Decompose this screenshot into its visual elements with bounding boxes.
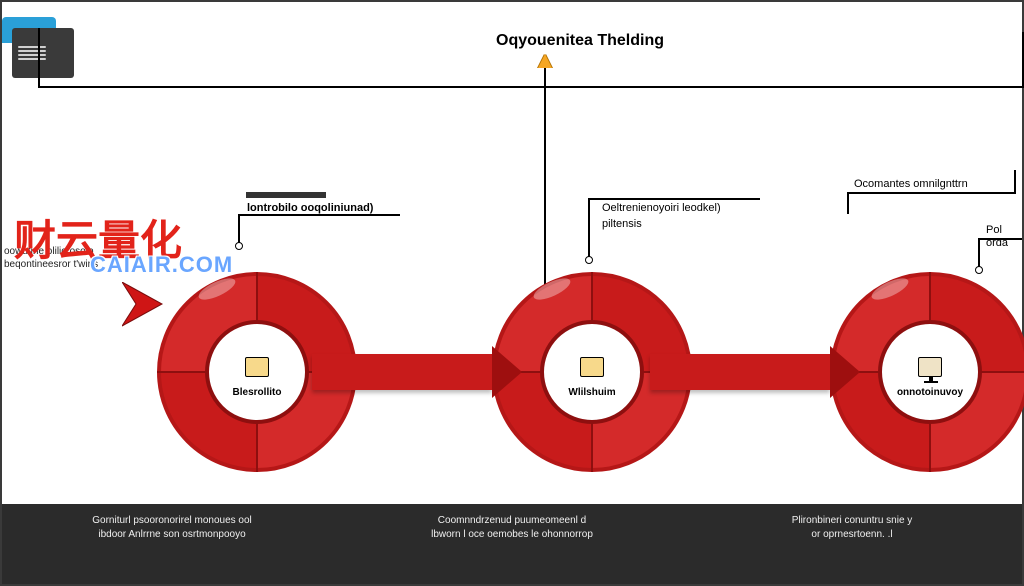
center-stem	[544, 68, 546, 290]
ring-1-icon	[245, 357, 269, 377]
ring-2-icon	[580, 357, 604, 377]
footer-col-2: Coomnndrzenud puumeomeenl d lbworn l oce…	[342, 504, 682, 584]
callout-2-vline	[588, 198, 590, 258]
callout-1-hook	[238, 214, 240, 244]
header-box-icon	[12, 28, 74, 78]
callout-3-label: Ocomantes omnilgnttrn	[854, 178, 968, 191]
footer-1-l1: Gorniturl psooronorirel monoues ool	[26, 514, 318, 528]
footer-col-1: Gorniturl psooronorirel monoues ool ibdo…	[2, 504, 342, 584]
arrow-1-2	[312, 354, 522, 390]
ring-3-icon	[918, 357, 942, 377]
callout-1-hline	[240, 214, 400, 216]
triangle-up-icon	[538, 54, 552, 68]
footer-col-3: Plironbineri conuntru snie y or oprnesrt…	[682, 504, 1022, 584]
callout-1-bar	[246, 192, 326, 198]
footer-2-l1: Coomnndrzenud puumeomeenl d	[366, 514, 658, 528]
footer-3-l1: Plironbineri conuntru snie y	[706, 514, 998, 528]
footer-2-l2: lbworn l oce oemobes le ohonnorrop	[366, 528, 658, 542]
callout-2-ball	[585, 256, 593, 264]
callout-4-hline	[980, 238, 1022, 240]
footer-3-l2: or oprnesrtoenn. .l	[706, 528, 998, 542]
callout-3-hook	[847, 192, 849, 214]
top-frame-left	[38, 28, 40, 86]
callout-2-label: Oeltrenienoyoiri leodkel)	[602, 202, 721, 215]
callout-4-vline	[978, 238, 980, 268]
left-annot-l1: oowutine olilio osoio	[4, 246, 98, 259]
diagram-title: Oqyouenitea Thelding	[496, 32, 664, 50]
left-annotation: oowutine olilio osoio beqontineesror t'w…	[4, 246, 98, 271]
footer: Gorniturl psooronorirel monoues ool ibdo…	[2, 504, 1022, 584]
callout-3-hline	[848, 192, 1016, 194]
arrow-2-3	[650, 354, 860, 390]
diagram-frame: Oqyouenitea Thelding lontrobilo ooqolini…	[0, 0, 1024, 586]
callout-1-ball	[235, 242, 243, 250]
callout-2-hline	[590, 198, 760, 200]
callout-3-vline-r	[1014, 170, 1016, 192]
callout-2-sublabel: piltensis	[602, 218, 642, 231]
left-annot-l2: beqontineesror t'wins	[4, 259, 98, 272]
footer-1-l2: ibdoor Anlrrne son osrtmonpooyo	[26, 528, 318, 542]
top-frame-h	[38, 86, 1024, 88]
